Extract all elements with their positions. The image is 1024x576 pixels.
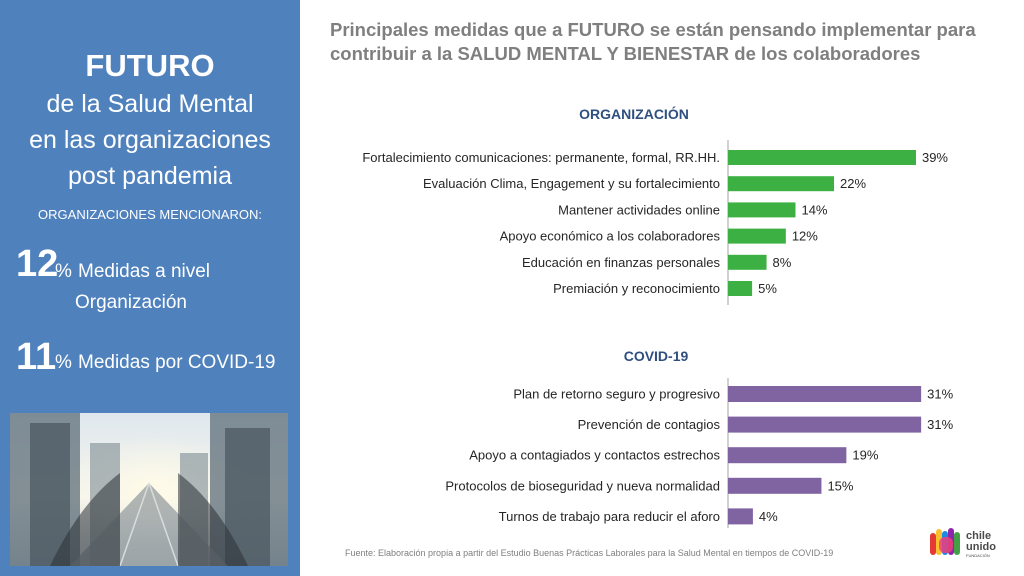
covid-bar: [728, 386, 922, 402]
chart-covid-title: COVID-19: [623, 348, 689, 364]
sidebar-subtitle-line-2: en las organizaciones: [29, 126, 271, 154]
covid-bar: [728, 447, 847, 464]
stat-covid-value: 11: [16, 336, 57, 378]
sidebar-panel: FUTURO de la Salud Mental en las organiz…: [0, 0, 306, 576]
stat-organization-label-a: Medidas a nivel: [78, 261, 211, 282]
organizacion-bar: [728, 150, 916, 165]
covid-value-label: 31%: [927, 417, 953, 432]
stat-organization-value: 12: [16, 243, 59, 285]
chart-organizacion-title: ORGANIZACIÓN: [579, 106, 689, 122]
covid-category-label: Protocolos de bioseguridad y nueva norma…: [445, 478, 720, 493]
organizacion-value-label: 12%: [792, 229, 818, 244]
organizacion-bar: [728, 281, 753, 296]
main-title-line-2: contribuir a la SALUD MENTAL Y BIENESTAR…: [330, 43, 921, 64]
covid-category-label: Plan de retorno seguro y progresivo: [513, 387, 720, 402]
stat-organization-percent: %: [55, 261, 72, 282]
organizacion-category-label: Apoyo económico a los colaboradores: [500, 229, 721, 244]
organizacion-value-label: 8%: [773, 255, 792, 270]
organizacion-value-label: 22%: [840, 176, 866, 191]
source-note: Fuente: Elaboración propia a partir del …: [345, 548, 834, 558]
chart-covid: Plan de retorno seguro y progresivo 31% Pr…: [445, 378, 954, 528]
main-title-line-1: Principales medidas que a FUTURO se está…: [330, 19, 976, 40]
covid-value-label: 4%: [759, 509, 778, 524]
covid-bar: [728, 416, 922, 433]
stat-covid-label: Medidas por COVID-19: [78, 352, 276, 373]
covid-value-label: 31%: [927, 387, 953, 402]
covid-bar: [728, 477, 822, 494]
mention-label: ORGANIZACIONES MENCIONARON:: [38, 207, 262, 222]
logo-text-line-3: FUNDACIÓN: [966, 553, 990, 558]
stat-organization-label-b: Organización: [75, 292, 187, 313]
covid-category-label: Turnos de trabajo para reducir el aforo: [499, 509, 720, 524]
organizacion-value-label: 5%: [758, 281, 777, 296]
chile-unido-logo: chile unido FUNDACIÓN: [928, 525, 1018, 569]
organizacion-category-label: Mantener actividades online: [558, 202, 720, 217]
covid-value-label: 19%: [852, 448, 878, 463]
organizacion-bar: [728, 254, 767, 270]
sidebar-title: FUTURO: [85, 48, 215, 83]
organizacion-category-label: Premiación y reconocimiento: [553, 281, 720, 296]
city-businessman-photo: [10, 413, 288, 566]
organizacion-category-label: Evaluación Clima, Engagement y su fortal…: [423, 176, 720, 191]
organizacion-bar: [728, 228, 786, 244]
organizacion-category-label: Fortalecimiento comunicaciones: permanen…: [362, 150, 720, 165]
stat-covid-percent: %: [55, 352, 72, 373]
covid-category-label: Apoyo a contagiados y contactos estrecho…: [469, 448, 720, 463]
logo-text-line-1: chile: [966, 530, 991, 542]
organizacion-category-label: Educación en finanzas personales: [522, 255, 721, 270]
organizacion-value-label: 14%: [801, 202, 827, 217]
sidebar-subtitle-line-3: post pandemia: [67, 162, 232, 190]
main-title: Principales medidas que a FUTURO se está…: [330, 18, 1010, 66]
chart-organizacion: Fortalecimiento comunicaciones: permanen…: [362, 140, 948, 305]
covid-bar: [728, 508, 753, 525]
organizacion-value-label: 39%: [922, 150, 948, 165]
logo-text-line-2: unido: [966, 541, 996, 553]
organizacion-bar: [728, 176, 835, 192]
covid-category-label: Prevención de contagios: [578, 417, 721, 432]
organizacion-bar: [728, 202, 796, 218]
covid-value-label: 15%: [827, 478, 853, 493]
sidebar-subtitle-line-1: de la Salud Mental: [46, 90, 254, 118]
